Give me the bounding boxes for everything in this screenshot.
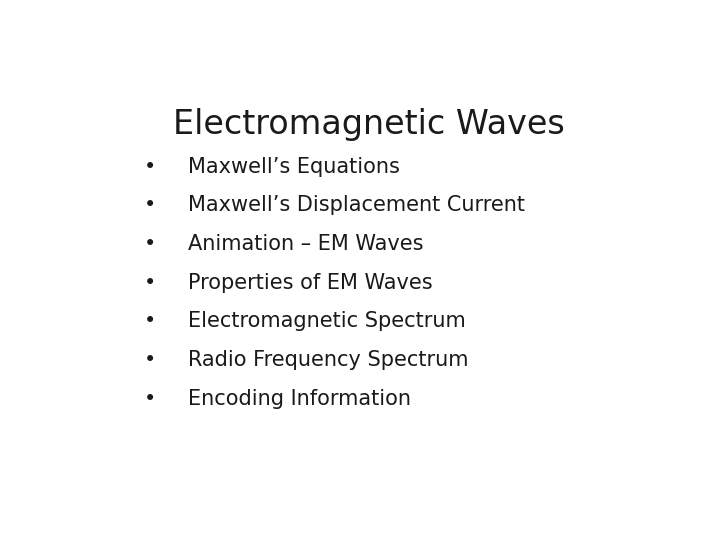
- Text: •: •: [144, 389, 156, 409]
- Text: Encoding Information: Encoding Information: [188, 389, 410, 409]
- Text: •: •: [144, 312, 156, 332]
- Text: •: •: [144, 157, 156, 177]
- Text: Electromagnetic Spectrum: Electromagnetic Spectrum: [188, 312, 465, 332]
- Text: Maxwell’s Equations: Maxwell’s Equations: [188, 157, 400, 177]
- Text: Properties of EM Waves: Properties of EM Waves: [188, 273, 432, 293]
- Text: Radio Frequency Spectrum: Radio Frequency Spectrum: [188, 350, 468, 370]
- Text: •: •: [144, 273, 156, 293]
- Text: •: •: [144, 234, 156, 254]
- Text: Electromagnetic Waves: Electromagnetic Waves: [173, 109, 565, 141]
- Text: •: •: [144, 195, 156, 215]
- Text: Maxwell’s Displacement Current: Maxwell’s Displacement Current: [188, 195, 525, 215]
- Text: •: •: [144, 350, 156, 370]
- Text: Animation – EM Waves: Animation – EM Waves: [188, 234, 423, 254]
